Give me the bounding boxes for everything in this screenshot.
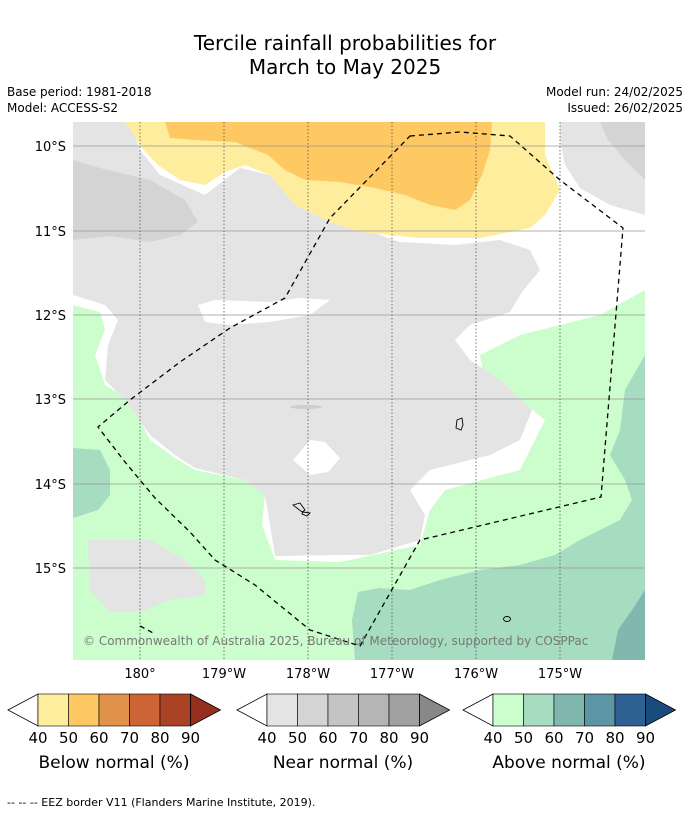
longitude-labels: 180° 179°W 178°W 177°W 176°W 175°W — [124, 667, 582, 682]
colorbar-tick: 80 — [150, 729, 169, 747]
colorbar-min-extend — [236, 693, 268, 727]
colorbar-tick: 90 — [636, 729, 655, 747]
colorbar-max-extend — [419, 693, 451, 727]
map-title-line2: March to May 2025 — [248, 55, 442, 79]
near-normal-50-region — [73, 160, 198, 242]
colorbar-tick: 90 — [410, 729, 429, 747]
colorbar-segment — [37, 693, 69, 727]
colorbar-segment — [523, 693, 555, 727]
colorbar-label-above: Above normal (%) — [492, 753, 646, 773]
lat-label: 10°S — [35, 140, 66, 155]
eez-border-fragment — [139, 625, 156, 635]
map-title-line1: Tercile rainfall probabilities for — [193, 31, 497, 55]
issued-date: Issued: 26/02/2025 — [567, 101, 683, 115]
lon-label: 179°W — [202, 667, 246, 682]
model-run: Model run: 24/02/2025 — [545, 85, 683, 99]
lat-label: 15°S — [35, 562, 66, 577]
colorbar-tick: 50 — [514, 729, 533, 747]
colorbar-segment — [68, 693, 100, 727]
reef-shadow — [290, 405, 322, 409]
colorbar-tick: 80 — [379, 729, 398, 747]
map-area: © Commonwealth of Australia 2025, Bureau… — [73, 122, 645, 660]
model-name: Model: ACCESS-S2 — [7, 101, 119, 115]
island-south-east — [503, 616, 511, 622]
island-east — [455, 417, 464, 431]
colorbar-segment — [492, 693, 524, 727]
colorbar-tick: 50 — [59, 729, 78, 747]
colorbar-below: 40 50 60 70 80 90 — [7, 693, 222, 747]
colorbar-label-below: Below normal (%) — [38, 753, 190, 773]
colorbar-tick: 40 — [257, 729, 276, 747]
lat-label: 12°S — [35, 309, 66, 324]
colorbar-segment — [553, 693, 585, 727]
colorbar-tick: 80 — [605, 729, 624, 747]
colorbar-segment — [129, 693, 161, 727]
white-gap-center — [293, 440, 340, 475]
colorbar-max-extend — [645, 693, 677, 727]
colorbars: 40 50 60 70 80 90 40 50 60 70 80 90 40 50 60 70 80 90 — [7, 693, 677, 747]
above-normal-50-region-west — [73, 448, 110, 518]
colorbar-segment — [266, 693, 298, 727]
colorbar-tick: 90 — [181, 729, 200, 747]
colorbar-tick: 60 — [89, 729, 108, 747]
lon-label: 175°W — [538, 667, 582, 682]
colorbar-min-extend — [7, 693, 39, 727]
near-normal-40-region — [73, 122, 540, 556]
lat-label: 11°S — [35, 225, 66, 240]
meta-left: Base period: 1981-2018 Model: ACCESS-S2 — [7, 84, 152, 116]
lat-label: 13°S — [35, 393, 66, 408]
white-gap-north — [198, 298, 330, 325]
colorbar-tick: 70 — [575, 729, 594, 747]
lon-label: 180° — [124, 667, 155, 682]
copyright-text: © Commonwealth of Australia 2025, Bureau… — [83, 634, 588, 648]
colorbar-segment — [327, 693, 359, 727]
meta-right: Model run: 24/02/2025 Issued: 26/02/2025 — [546, 84, 683, 116]
colorbar-near: 40 50 60 70 80 90 — [236, 693, 451, 747]
colorbar-tick: 70 — [349, 729, 368, 747]
colorbar-tick: 60 — [318, 729, 337, 747]
colorbar-above: 40 50 60 70 80 90 — [462, 693, 677, 747]
colorbar-tick: 70 — [120, 729, 139, 747]
colorbar-tick: 40 — [28, 729, 47, 747]
near-normal-50-corner — [600, 122, 645, 180]
lon-label: 176°W — [454, 667, 498, 682]
near-normal-sw-patch — [88, 540, 205, 612]
colorbar-label-near: Near normal (%) — [272, 753, 414, 773]
latitude-labels: 10°S 11°S 12°S 13°S 14°S 15°S — [35, 140, 66, 577]
lat-label: 14°S — [35, 478, 66, 493]
colorbar-tick: 50 — [288, 729, 307, 747]
colorbar-tick: 60 — [544, 729, 563, 747]
island-south-west-2 — [301, 511, 311, 517]
colorbar-max-extend — [190, 693, 222, 727]
island-south-west — [292, 502, 306, 513]
colorbar-segment — [297, 693, 329, 727]
colorbar-segment — [388, 693, 420, 727]
colorbar-segment — [98, 693, 130, 727]
colorbar-segment — [584, 693, 616, 727]
base-period: Base period: 1981-2018 — [7, 85, 152, 99]
eez-footer-note: -- -- -- EEZ border V11 (Flanders Marine… — [7, 796, 316, 809]
lon-label: 177°W — [370, 667, 414, 682]
below-normal-50-region — [165, 122, 492, 210]
colorbar-tick: 40 — [483, 729, 502, 747]
colorbar-segment — [614, 693, 646, 727]
colorbar-segment — [358, 693, 390, 727]
graticule — [73, 122, 645, 660]
above-normal-50-region-east — [352, 355, 645, 660]
colorbar-min-extend — [462, 693, 494, 727]
eez-border — [97, 131, 624, 647]
above-normal-60-region — [612, 590, 645, 660]
lon-label: 178°W — [286, 667, 330, 682]
colorbar-segment — [159, 693, 191, 727]
